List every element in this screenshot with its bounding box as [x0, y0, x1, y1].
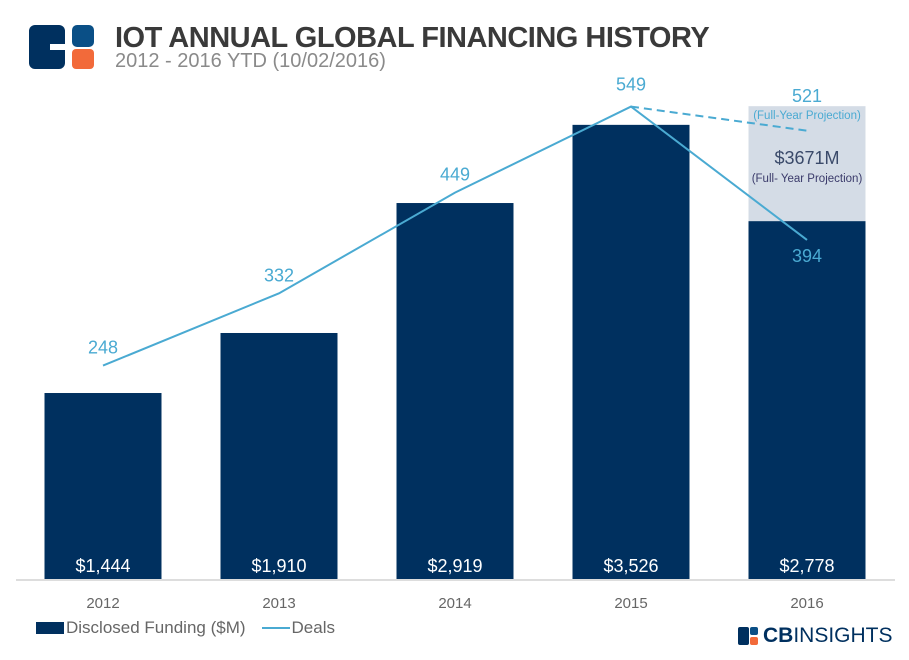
bar-2012	[44, 393, 162, 579]
projection-deals-label: 521	[792, 86, 822, 106]
legend: Disclosed Funding ($M) Deals	[36, 618, 335, 638]
deals-line	[102, 105, 808, 367]
legend-swatch-funding	[36, 622, 64, 634]
bar-2015	[572, 124, 690, 579]
brand-bold: CB	[763, 624, 794, 647]
bar-label-2014: $2,919	[427, 556, 482, 576]
bar-2014	[396, 203, 514, 579]
x-tick-2014: 2014	[438, 595, 471, 612]
bar-label-2012: $1,444	[75, 556, 130, 576]
cbinsights-brand: CB INSIGHTS	[738, 624, 893, 648]
deals-projection-line	[630, 105, 808, 132]
x-tick-2012: 2012	[86, 595, 119, 612]
bar-2016	[748, 221, 866, 579]
deals-label-2014: 449	[440, 165, 470, 185]
bar-label-2015: $3,526	[603, 556, 658, 576]
deals-label-2012: 248	[88, 338, 118, 358]
logo-icon	[29, 25, 94, 69]
projection-deals-note: (Full-Year Projection)	[753, 110, 861, 122]
projection-funding-note: (Full- Year Projection)	[752, 173, 863, 185]
legend-label-deals: Deals	[291, 618, 335, 637]
chart-subtitle: 2012 - 2016 YTD (10/02/2016)	[115, 50, 386, 72]
projection-funding-label: $3671M	[774, 148, 839, 168]
deals-label-2013: 332	[264, 265, 294, 285]
deals-label-2015: 549	[616, 75, 646, 95]
brand-logo-icon	[738, 627, 758, 645]
bar-label-2013: $1,910	[251, 556, 306, 576]
legend-swatch-deals	[261, 627, 290, 629]
x-tick-2015: 2015	[614, 595, 647, 612]
legend-label-funding: Disclosed Funding ($M)	[66, 618, 246, 637]
chart-title: IOT ANNUAL GLOBAL FINANCING HISTORY	[115, 22, 710, 54]
brand-rest: INSIGHTS	[793, 624, 893, 647]
bar-2013	[220, 332, 338, 579]
deals-label-2016: 394	[792, 246, 822, 266]
x-tick-2016: 2016	[790, 595, 823, 612]
x-tick-2013: 2013	[262, 595, 295, 612]
bar-label-2016: $2,778	[779, 556, 834, 576]
